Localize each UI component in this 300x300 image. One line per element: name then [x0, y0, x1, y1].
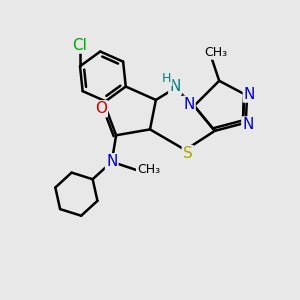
Text: N: N — [244, 87, 255, 102]
Text: H: H — [162, 72, 172, 85]
Text: CH₃: CH₃ — [204, 46, 227, 59]
Text: CH₃: CH₃ — [137, 163, 160, 176]
Text: S: S — [183, 146, 193, 161]
Text: O: O — [95, 101, 107, 116]
Text: Cl: Cl — [73, 38, 88, 52]
Text: N: N — [106, 154, 117, 169]
Text: N: N — [242, 118, 254, 133]
Text: N: N — [183, 97, 195, 112]
Text: N: N — [169, 79, 181, 94]
